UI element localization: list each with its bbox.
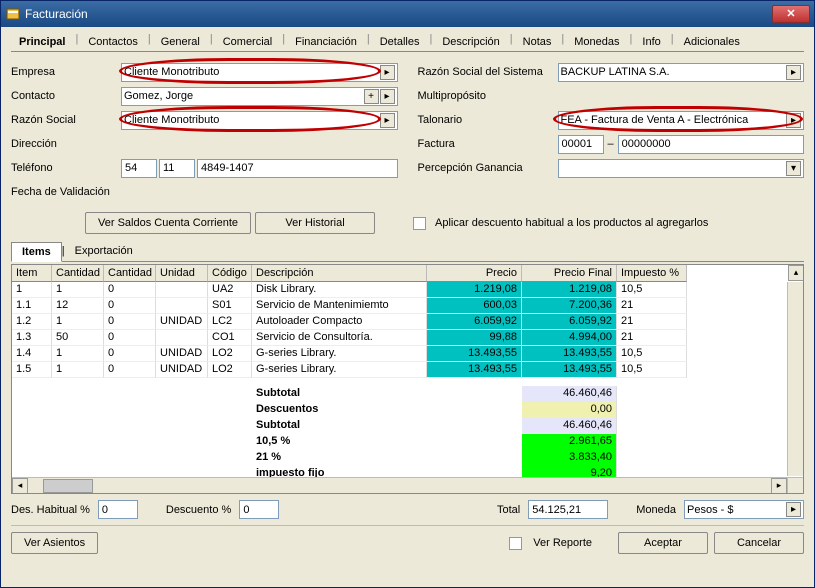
direccion-label: Dirección xyxy=(11,138,121,150)
grid-col-header[interactable]: Impuesto % xyxy=(617,265,687,282)
table-row[interactable]: 1.210UNIDADLC2Autoloader Compacto6.059,9… xyxy=(12,314,803,330)
total-label: Total xyxy=(497,504,520,516)
summary-row: Descuentos0,00 xyxy=(12,402,803,418)
tab-general[interactable]: General xyxy=(153,33,208,51)
grid-col-header[interactable]: Precio xyxy=(427,265,522,282)
grid-col-header[interactable]: Descripción xyxy=(252,265,427,282)
app-icon xyxy=(5,6,21,22)
main-tabs: Principal | Contactos | General | Comerc… xyxy=(11,33,804,52)
ver-reporte-label: Ver Reporte xyxy=(533,537,592,549)
des-hab-input[interactable]: 0 xyxy=(98,500,138,519)
descuento-input[interactable]: 0 xyxy=(239,500,279,519)
telefono-label: Teléfono xyxy=(11,162,121,174)
dropdown-arrow-icon[interactable]: ▸ xyxy=(380,113,395,128)
content: Principal | Contactos | General | Comerc… xyxy=(1,27,814,587)
contacto-combo[interactable]: Gomez, Jorge + ▸ xyxy=(121,87,398,106)
grid-col-header[interactable]: Código xyxy=(208,265,252,282)
tab-adicionales[interactable]: Adicionales xyxy=(676,33,748,51)
factura-serie[interactable]: 00001 xyxy=(558,135,604,154)
ver-asientos-button[interactable]: Ver Asientos xyxy=(11,532,98,554)
talonario-combo[interactable]: FEA - Factura de Venta A - Electrónica ▸ xyxy=(558,111,805,130)
mid-button-row: Ver Saldos Cuenta Corriente Ver Historia… xyxy=(11,212,804,234)
footer: Ver Asientos Ver Reporte Aceptar Cancela… xyxy=(11,532,804,554)
tab-contactos[interactable]: Contactos xyxy=(80,33,146,51)
sub-tabs: Items | Exportación xyxy=(11,242,804,262)
percep-label: Percepción Ganancia xyxy=(418,162,558,174)
tab-info[interactable]: Info xyxy=(634,33,668,51)
close-button[interactable]: ✕ xyxy=(772,5,810,23)
percep-combo[interactable]: ▾ xyxy=(558,159,805,178)
dropdown-arrow-icon[interactable]: ▾ xyxy=(786,161,801,176)
table-row[interactable]: 110UA2Disk Library.1.219,081.219,0810,5 xyxy=(12,282,803,298)
des-hab-label: Des. Habitual % xyxy=(11,504,90,516)
grid-col-header[interactable]: Cantidad xyxy=(52,265,104,282)
aplicar-descuento-label: Aplicar descuento habitual a los product… xyxy=(435,217,708,229)
subtab-exportación[interactable]: Exportación xyxy=(65,242,143,261)
telefono-country[interactable]: 54 xyxy=(121,159,157,178)
titlebar: Facturación ✕ xyxy=(1,1,814,27)
rss-combo[interactable]: BACKUP LATINA S.A. ▸ xyxy=(558,63,805,82)
tab-financiación[interactable]: Financiación xyxy=(287,33,365,51)
scrollbar-horizontal[interactable]: ◂ ▸ xyxy=(12,477,787,493)
table-row[interactable]: 1.3500CO1Servicio de Consultoría.99,884.… xyxy=(12,330,803,346)
empresa-label: Empresa xyxy=(11,66,121,78)
dropdown-arrow-icon[interactable]: ▸ xyxy=(380,65,395,80)
factura-label: Factura xyxy=(418,138,558,150)
multi-label: Multipropósito xyxy=(418,90,558,102)
razon-label: Razón Social xyxy=(11,114,121,126)
grid-header: ItemCantidadCantidadUnidadCódigoDescripc… xyxy=(12,265,803,282)
aplicar-descuento-checkbox[interactable] xyxy=(413,217,426,230)
dropdown-arrow-icon[interactable]: ▸ xyxy=(786,113,801,128)
telefono-area[interactable]: 11 xyxy=(159,159,195,178)
tab-principal[interactable]: Principal xyxy=(11,33,73,51)
form-area: Empresa Cliente Monotributo ▸ Contacto G… xyxy=(11,62,804,206)
talonario-label: Talonario xyxy=(418,114,558,126)
items-grid[interactable]: ItemCantidadCantidadUnidadCódigoDescripc… xyxy=(11,264,804,494)
grid-body: 110UA2Disk Library.1.219,081.219,0810,51… xyxy=(12,282,803,482)
rss-label: Razón Social del Sistema xyxy=(418,66,558,78)
table-row[interactable]: 1.410UNIDADLO2G-series Library.13.493,55… xyxy=(12,346,803,362)
ver-saldos-button[interactable]: Ver Saldos Cuenta Corriente xyxy=(85,212,251,234)
factura-numero[interactable]: 00000000 xyxy=(618,135,804,154)
dropdown-arrow-icon[interactable]: ▸ xyxy=(380,89,395,104)
total-value: 54.125,21 xyxy=(528,500,608,519)
tab-monedas[interactable]: Monedas xyxy=(566,33,627,51)
fecha-label: Fecha de Validación xyxy=(11,186,110,198)
aceptar-button[interactable]: Aceptar xyxy=(618,532,708,554)
grid-col-header[interactable]: Precio Final xyxy=(522,265,617,282)
moneda-label: Moneda xyxy=(636,504,676,516)
summary-row: 10,5 %2.961,65 xyxy=(12,434,803,450)
table-row[interactable]: 1.1120S01Servicio de Mantenimiemto600,03… xyxy=(12,298,803,314)
grid-col-header[interactable]: Unidad xyxy=(156,265,208,282)
ver-historial-button[interactable]: Ver Historial xyxy=(255,212,375,234)
empresa-combo[interactable]: Cliente Monotributo ▸ xyxy=(121,63,398,82)
dropdown-arrow-icon[interactable]: ▸ xyxy=(786,65,801,80)
tab-detalles[interactable]: Detalles xyxy=(372,33,428,51)
telefono-number[interactable]: 4849-1407 xyxy=(197,159,398,178)
ver-reporte-checkbox[interactable] xyxy=(509,537,522,550)
grid-col-header[interactable]: Cantidad xyxy=(104,265,156,282)
plus-icon[interactable]: + xyxy=(364,89,379,104)
form-col-left: Empresa Cliente Monotributo ▸ Contacto G… xyxy=(11,62,398,206)
contacto-label: Contacto xyxy=(11,90,121,102)
totals-row: Des. Habitual % 0 Descuento % 0 Total 54… xyxy=(11,500,804,519)
razon-combo[interactable]: Cliente Monotributo ▸ xyxy=(121,111,398,130)
summary-row: Subtotal46.460,46 xyxy=(12,418,803,434)
tab-notas[interactable]: Notas xyxy=(515,33,560,51)
subtab-items[interactable]: Items xyxy=(11,242,62,262)
descuento-label: Descuento % xyxy=(166,504,231,516)
scrollbar-vertical[interactable]: ▴ ▾ xyxy=(787,282,803,476)
window: Facturación ✕ Principal | Contactos | Ge… xyxy=(0,0,815,588)
tab-comercial[interactable]: Comercial xyxy=(215,33,281,51)
grid-col-header[interactable]: Item xyxy=(12,265,52,282)
moneda-combo[interactable]: Pesos - $ ▸ xyxy=(684,500,804,519)
cancelar-button[interactable]: Cancelar xyxy=(714,532,804,554)
form-col-right: Razón Social del Sistema BACKUP LATINA S… xyxy=(418,62,805,206)
window-title: Facturación xyxy=(25,7,772,21)
dropdown-arrow-icon[interactable]: ▸ xyxy=(786,502,801,517)
summary-row: 21 %3.833,40 xyxy=(12,450,803,466)
summary-row: Subtotal46.460,46 xyxy=(12,386,803,402)
tab-descripción[interactable]: Descripción xyxy=(434,33,507,51)
table-row[interactable]: 1.510UNIDADLO2G-series Library.13.493,55… xyxy=(12,362,803,378)
